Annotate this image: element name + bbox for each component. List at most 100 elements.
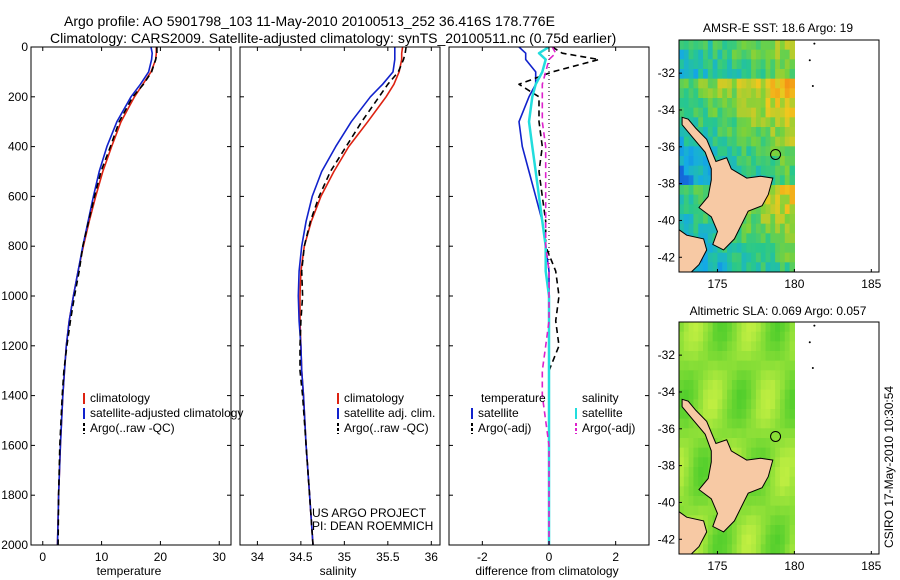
map-grid-cell <box>746 341 752 352</box>
map-grid-cell <box>741 136 747 147</box>
map-grid-cell <box>712 360 719 371</box>
map-grid-cell <box>683 127 690 138</box>
map-grid-cell <box>775 505 781 516</box>
map-grid-cell <box>727 117 733 128</box>
map-grid-cell <box>731 78 738 89</box>
map-grid-cell <box>770 341 776 352</box>
map-grid-cell <box>683 476 690 487</box>
map-grid-cell <box>770 69 776 80</box>
map-grid-cell <box>775 418 781 429</box>
map-grid-cell <box>722 59 728 70</box>
temperature-series-satellite-adjusted-climatology <box>56 47 153 545</box>
map-grid-cell <box>679 165 685 176</box>
map-grid-cell <box>679 175 685 186</box>
map-grid-cell <box>693 476 699 487</box>
map-grid-cell <box>731 351 738 362</box>
map-grid-cell <box>722 69 728 80</box>
map-grid-cell <box>789 399 795 410</box>
map-grid-cell <box>707 252 714 263</box>
map-grid-cell <box>736 525 743 536</box>
x-tick-label: 34.5 <box>289 550 313 564</box>
map-grid-cell <box>746 107 752 118</box>
map-grid-cell <box>717 409 723 420</box>
map-grid-cell <box>760 409 767 420</box>
map-grid-cell <box>698 467 704 478</box>
map-grid-cell <box>703 49 709 60</box>
map-grid-cell <box>712 505 719 516</box>
map-grid-cell <box>784 505 791 516</box>
x-tick-label: 35 <box>338 550 352 564</box>
y-tick-label: 800 <box>8 239 28 253</box>
map-grid-cell <box>736 98 743 109</box>
map-grid-cell <box>717 360 723 371</box>
map-grid-cell <box>751 146 757 157</box>
map-grid-cell <box>722 534 728 545</box>
map-grid-cell <box>789 78 795 89</box>
map-grid-cell <box>703 496 709 507</box>
map-grid-cell <box>693 98 699 109</box>
map-grid-cell <box>760 534 767 545</box>
salinity-series-satellite-adj-clim <box>297 47 396 545</box>
map-grid-cell <box>698 69 704 80</box>
map-grid-cell <box>779 486 786 497</box>
map-grid-cell <box>679 136 685 147</box>
map-grid-cell <box>779 515 786 526</box>
map-grid-cell <box>683 49 690 60</box>
map-grid-cell <box>760 380 767 391</box>
map-grid-cell <box>688 351 695 362</box>
map-grid-cell <box>755 223 762 234</box>
map-grid-cell <box>760 399 767 410</box>
map-grid-cell <box>751 243 757 254</box>
map-grid-cell <box>775 525 781 536</box>
map-grid-cell <box>722 40 728 51</box>
map-grid-cell <box>707 515 714 526</box>
map-grid-cell <box>698 223 704 234</box>
map-grid-cell <box>688 486 695 497</box>
map-grid-cell <box>779 185 786 196</box>
map-grid-cell <box>727 243 733 254</box>
map-grid-cell <box>727 418 733 429</box>
map-grid-cell <box>746 146 752 157</box>
map-grid-cell <box>775 322 781 333</box>
map-grid-cell <box>722 127 728 138</box>
map-grid-cell <box>765 351 771 362</box>
map-grid-cell <box>707 69 714 80</box>
map-grid-cell <box>770 544 776 554</box>
map-grid-cell <box>770 49 776 60</box>
map-grid-cell <box>779 496 786 507</box>
map-grid-cell <box>688 322 695 333</box>
map-grid-cell <box>765 544 771 554</box>
map-grid-cell <box>698 505 704 516</box>
map-grid-cell <box>717 78 723 89</box>
map-grid-cell <box>712 544 719 554</box>
map-grid-cell <box>707 49 714 60</box>
map-grid-cell <box>731 136 738 147</box>
map-grid-cell <box>755 360 762 371</box>
map-grid-cell <box>789 428 795 439</box>
map-grid-cell <box>707 117 714 128</box>
map-grid-cell <box>688 49 695 60</box>
map-grid-cell <box>727 252 733 263</box>
map-grid-cell <box>789 204 795 215</box>
map-grid-cell <box>698 49 704 60</box>
map-grid-cell <box>683 438 690 449</box>
map-grid-cell <box>789 341 795 352</box>
map-grid-cell <box>698 107 704 118</box>
map-grid-cell <box>722 544 728 554</box>
map-grid-cell <box>760 59 767 70</box>
difference-series-temperature-satellite <box>518 47 550 545</box>
map-y-tick-label: -32 <box>658 348 676 362</box>
map-grid-cell <box>770 399 776 410</box>
map-grid-cell <box>717 399 723 410</box>
map-grid-cell <box>727 78 733 89</box>
map-grid-cell <box>707 78 714 89</box>
map-grid-cell <box>770 117 776 128</box>
map-grid-cell <box>717 534 723 545</box>
map-grid-cell <box>693 457 699 468</box>
map-grid-cell <box>703 214 709 225</box>
map-grid-cell <box>751 389 757 400</box>
map-grid-cell <box>688 418 695 429</box>
difference-series-temperature-argo-adj <box>518 47 600 545</box>
map-grid-cell <box>717 380 723 391</box>
difference-legend-entry-label: satellite <box>582 406 623 420</box>
